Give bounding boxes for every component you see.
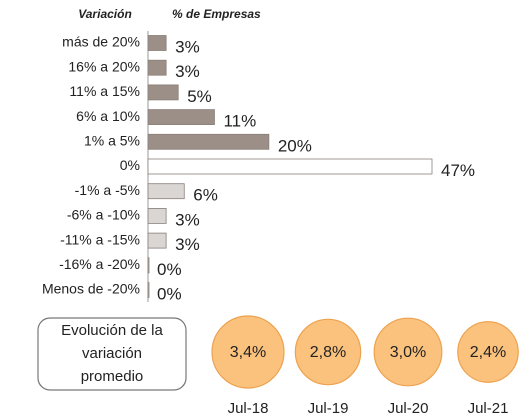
bar bbox=[147, 183, 185, 200]
label-box bbox=[37, 317, 187, 391]
bubble bbox=[211, 315, 285, 389]
value-label: 3% bbox=[175, 235, 200, 254]
box-label: Evolución de la bbox=[61, 322, 163, 339]
bubble bbox=[373, 317, 443, 387]
bar bbox=[147, 109, 215, 125]
value-label: 0% bbox=[157, 260, 182, 279]
value-label: 3% bbox=[175, 210, 200, 229]
box-label: variación bbox=[82, 345, 142, 362]
bar bbox=[147, 232, 167, 249]
x-tick-label: Jul-20 bbox=[388, 400, 429, 417]
category-label: -1% a -5% bbox=[75, 182, 140, 198]
x-tick-label: Jul-18 bbox=[228, 400, 269, 417]
box-label: promedio bbox=[81, 368, 144, 385]
value-label: 47% bbox=[441, 161, 475, 180]
bar bbox=[147, 207, 167, 224]
bar bbox=[147, 84, 179, 101]
bubble bbox=[294, 318, 362, 386]
bar bbox=[147, 282, 150, 298]
category-label: 6% a 10% bbox=[76, 108, 140, 124]
value-label: 11% bbox=[223, 112, 256, 131]
bar bbox=[147, 35, 167, 51]
category-label: 1% a 5% bbox=[84, 133, 140, 149]
bubble bbox=[457, 321, 519, 383]
category-label: -6% a -10% bbox=[67, 207, 140, 223]
category-header: Variación bbox=[78, 7, 132, 21]
category-label: -11% a -15% bbox=[60, 231, 140, 247]
x-tick-label: Jul-21 bbox=[468, 400, 509, 417]
bubble-label: 2,4% bbox=[470, 344, 506, 361]
category-label: -16% a -20% bbox=[59, 256, 140, 272]
bubble-label: 3,4% bbox=[230, 344, 266, 361]
value-label: 5% bbox=[187, 87, 212, 106]
category-label: 11% a 15% bbox=[69, 83, 140, 99]
category-label: más de 20% bbox=[62, 34, 140, 50]
bubble-label: 3,0% bbox=[390, 344, 426, 361]
bar bbox=[147, 158, 433, 175]
value-header: % de Empresas bbox=[172, 7, 261, 21]
value-label: 20% bbox=[278, 136, 312, 155]
category-label: 0% bbox=[120, 157, 140, 173]
bubble-label: 2,8% bbox=[310, 344, 346, 361]
value-label: 6% bbox=[193, 186, 218, 205]
value-label: 3% bbox=[175, 37, 200, 56]
bar bbox=[147, 257, 150, 274]
category-label: 16% a 20% bbox=[68, 58, 140, 74]
bar bbox=[147, 59, 167, 76]
bar bbox=[147, 133, 270, 150]
value-label: 0% bbox=[157, 284, 182, 303]
value-label: 3% bbox=[175, 62, 200, 81]
category-label: Menos de -20% bbox=[42, 281, 140, 297]
x-tick-label: Jul-19 bbox=[308, 400, 349, 417]
